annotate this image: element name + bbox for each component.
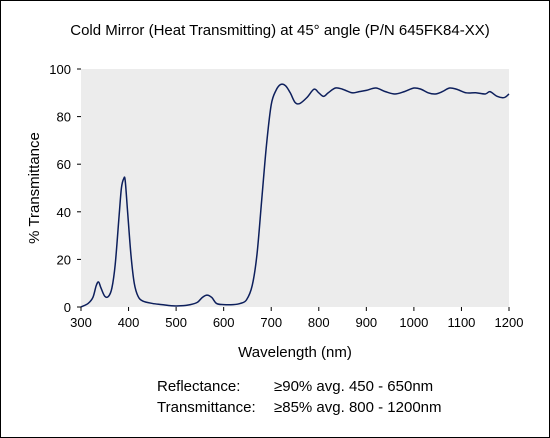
plot-area <box>81 69 509 307</box>
x-tick-label: 500 <box>165 315 187 330</box>
x-tick-label: 1200 <box>495 315 524 330</box>
y-axis-label: % Transmittance <box>26 132 43 244</box>
y-tick-label: 20 <box>57 252 71 267</box>
y-tick-label: 100 <box>49 62 71 77</box>
spec-notes: Reflectance: ≥90% avg. 450 - 650nm Transm… <box>157 376 442 418</box>
spec-value: ≥85% avg. 800 - 1200nm <box>274 399 442 416</box>
y-tick-label: 40 <box>57 205 71 220</box>
spec-label: Transmittance: <box>157 399 256 416</box>
x-tick-label: 300 <box>70 315 92 330</box>
transmittance-curve <box>80 83 510 308</box>
x-tick-label: 900 <box>355 315 377 330</box>
y-tick-label: 80 <box>57 110 71 125</box>
x-tick-label: 700 <box>260 315 282 330</box>
spec-label: Reflectance: <box>157 378 241 395</box>
x-axis: 300 400 500 600 700 800 900 1000 1100 1200 <box>70 307 523 330</box>
y-tick-label: 60 <box>57 157 71 172</box>
x-axis-label: Wavelength (nm) <box>238 344 352 361</box>
x-tick-label: 1000 <box>399 315 428 330</box>
x-tick-label: 600 <box>213 315 235 330</box>
y-axis: 0 20 40 60 80 100 <box>49 62 81 315</box>
spec-transmittance: Transmittance: ≥85% avg. 800 - 1200nm <box>157 397 442 418</box>
chart-title: Cold Mirror (Heat Transmitting) at 45° a… <box>70 22 490 39</box>
x-tick-label: 1100 <box>447 315 475 330</box>
x-tick-label: 400 <box>118 315 140 330</box>
spec-value: ≥90% avg. 450 - 650nm <box>274 378 434 395</box>
y-tick-label: 0 <box>64 300 71 315</box>
spec-reflectance: Reflectance: ≥90% avg. 450 - 650nm <box>157 376 442 397</box>
x-tick-label: 800 <box>308 315 330 330</box>
